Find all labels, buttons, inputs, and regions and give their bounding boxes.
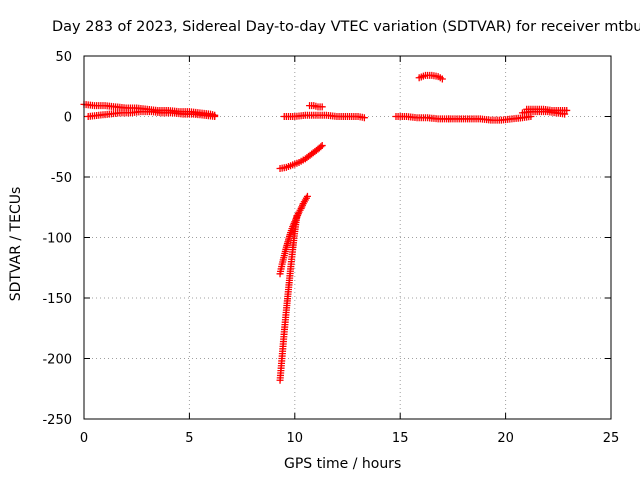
data-point [318, 142, 326, 150]
y-tick-label: -50 [51, 171, 72, 186]
y-tick-label: -100 [42, 232, 72, 247]
data-point [303, 192, 311, 200]
series-arc-12 [523, 105, 571, 114]
y-axis-label: SDTVAR / TECUs [8, 186, 24, 302]
series-arc-9 [415, 71, 446, 83]
x-tick-label: 0 [80, 431, 88, 446]
y-tick-label: 0 [64, 111, 72, 126]
data-point [317, 143, 325, 151]
series-arc-8 [392, 113, 453, 123]
y-tick-label: -150 [42, 292, 72, 307]
data-point [297, 204, 305, 212]
x-axis-label: GPS time / hours [284, 456, 402, 472]
data-point [298, 203, 306, 211]
data-point [211, 113, 219, 120]
x-tick-label: 10 [287, 431, 304, 446]
chart-title: Day 283 of 2023, Sidereal Day-to-day VTE… [52, 19, 640, 35]
series-arc-7 [306, 102, 326, 111]
series-arc-6 [280, 111, 368, 122]
y-tick-label: -250 [42, 413, 72, 428]
x-tick-label: 5 [185, 431, 193, 446]
y-tick-label: -200 [42, 353, 72, 368]
x-tick-label: 25 [603, 431, 620, 446]
x-tick-label: 20 [497, 431, 514, 446]
axis-ticks: 0 5 10 15 20 25 50 0 -50 -100 -150 -200 -250 [42, 50, 619, 446]
series-arc-4 [276, 212, 301, 384]
series-arc-5 [276, 142, 326, 173]
data-point [293, 212, 301, 220]
y-tick-label: 50 [55, 50, 72, 65]
data-point [318, 103, 326, 111]
data-points [80, 71, 571, 384]
data-point [438, 75, 446, 83]
series-arc-2 [84, 108, 219, 120]
plot-frame [83, 55, 612, 420]
series-arc-10 [445, 113, 535, 124]
data-point [563, 106, 571, 114]
data-point [360, 114, 368, 122]
x-tick-label: 15 [392, 431, 409, 446]
